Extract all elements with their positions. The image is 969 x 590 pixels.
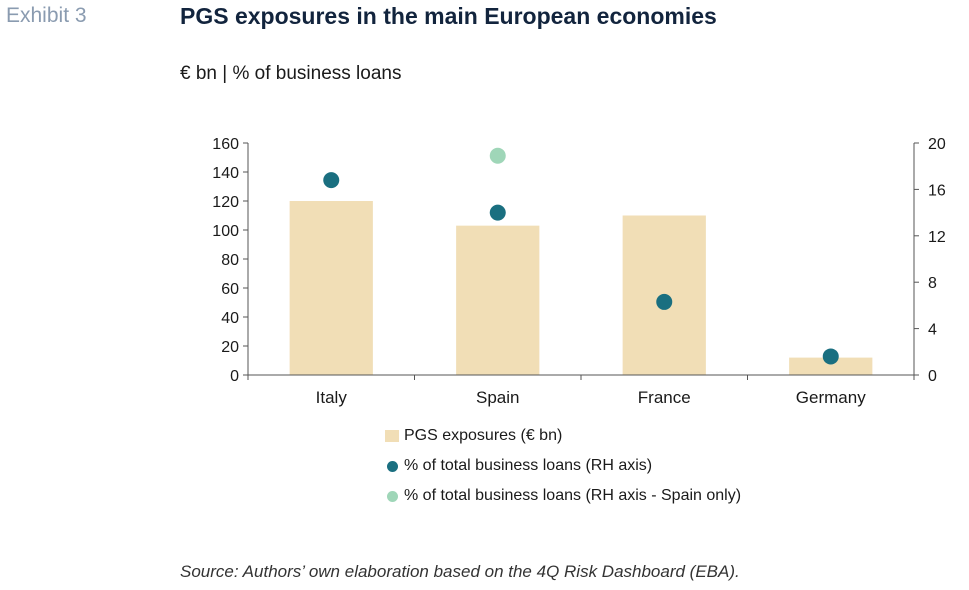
legend-swatch-spain-dots — [387, 490, 398, 502]
dot-series2-spain — [489, 147, 506, 164]
bar-italy — [289, 201, 373, 375]
dot-series1-italy — [323, 172, 340, 189]
dot-series1-spain — [489, 204, 506, 221]
y-right-tick-label: 12 — [928, 229, 946, 246]
bar-spain — [456, 225, 540, 375]
y-right-tick-label: 4 — [928, 322, 937, 339]
legend-label-bars: PGS exposures (€ bn) — [404, 427, 563, 444]
y-left-tick-label: 120 — [212, 194, 239, 211]
legend-item-dots: % of total business loans (RH axis) — [385, 451, 741, 481]
y-left-tick-label: 140 — [212, 165, 239, 182]
legend-item-bars: PGS exposures (€ bn) — [385, 421, 741, 451]
y-left-tick-label: 40 — [221, 310, 239, 327]
y-right-tick-label: 8 — [928, 275, 937, 292]
x-tick-label-spain: Spain — [476, 388, 519, 407]
legend-label-spain-dots: % of total business loans (RH axis - Spa… — [404, 487, 742, 504]
legend-label-dots: % of total business loans (RH axis) — [404, 457, 653, 474]
x-tick-label-germany: Germany — [796, 388, 866, 407]
y-left-tick-label: 20 — [221, 339, 239, 356]
y-left-tick-label: 160 — [212, 136, 239, 153]
y-right-tick-label: 0 — [928, 368, 937, 385]
legend-swatch-bars — [385, 430, 399, 442]
y-right-tick-label: 20 — [928, 136, 946, 153]
bar-germany — [789, 357, 873, 375]
chart-title: PGS exposures in the main European econo… — [180, 3, 717, 29]
legend: PGS exposures (€ bn) % of total business… — [385, 421, 741, 511]
dot-series1-germany — [822, 348, 839, 365]
y-left-tick-label: 80 — [221, 252, 239, 269]
dot-series1-france — [656, 293, 673, 310]
legend-item-spain-dots: % of total business loans (RH axis - Spa… — [385, 481, 741, 511]
y-left-tick-label: 100 — [212, 223, 239, 240]
y-left-tick-label: 0 — [230, 368, 239, 385]
x-tick-label-italy: Italy — [316, 388, 348, 407]
source-note: Source: Authors’ own elaboration based o… — [180, 562, 740, 581]
x-tick-label-france: France — [638, 388, 691, 407]
y-left-tick-label: 60 — [221, 281, 239, 298]
exhibit-label: Exhibit 3 — [6, 4, 87, 27]
legend-swatch-dots — [387, 460, 398, 472]
chart-subtitle: € bn | % of business loans — [180, 63, 402, 84]
y-right-tick-label: 16 — [928, 182, 946, 199]
